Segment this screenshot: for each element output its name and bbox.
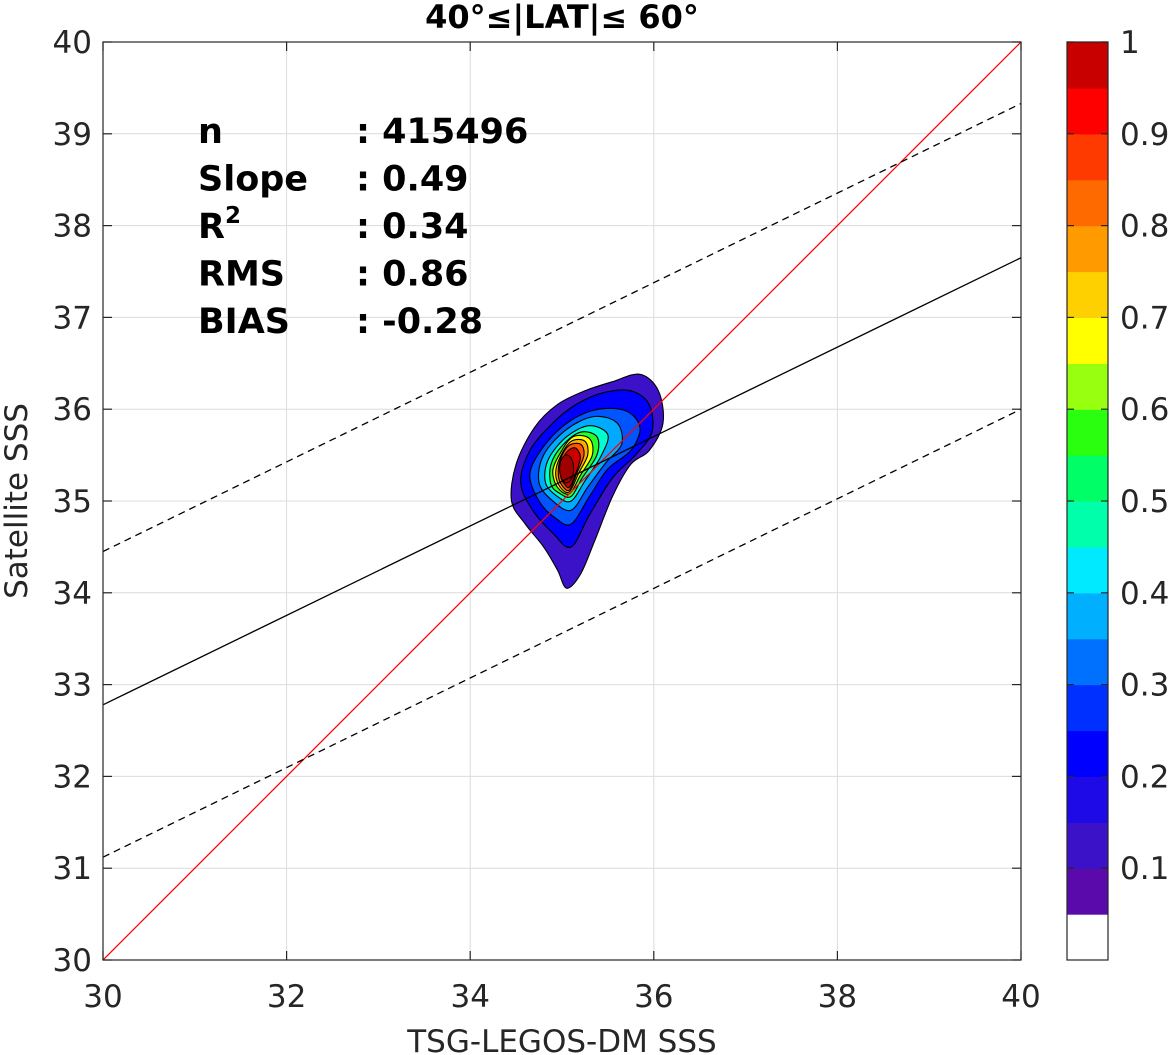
stat-value: : 0.34 [356, 207, 469, 247]
colorbar-segment [1067, 455, 1108, 502]
colorbar: 0.1 0.2 0.3 0.4 0.5 0.6 0.7 0.8 0.9 1 [1066, 25, 1169, 961]
x-tick-label: 32 [267, 979, 306, 1015]
stat-value: : 0.49 [356, 160, 469, 200]
grid [102, 41, 1022, 961]
colorbar-tick-label: 0.9 [1120, 117, 1169, 153]
y-axis-title: Satellite SSS [0, 403, 35, 599]
colorbar-segment [1067, 363, 1108, 410]
x-axis-title: TSG-LEGOS-DM SSS [406, 1024, 716, 1055]
y-tick-label: 39 [53, 117, 92, 153]
colorbar-tick-label: 0.7 [1120, 300, 1169, 336]
colorbar-segment [1067, 133, 1108, 181]
y-tick-label: 36 [53, 392, 92, 428]
stat-label-superscript: 2 [225, 203, 241, 229]
colorbar-segment [1067, 546, 1108, 594]
colorbar-segment [1067, 271, 1108, 318]
colorbar-segment [1067, 501, 1108, 548]
x-tick-label: 40 [1001, 979, 1040, 1015]
one-to-one-line [103, 42, 1021, 960]
stat-value: : 0.86 [356, 255, 469, 295]
colorbar-segment [1067, 317, 1108, 364]
colorbar-segment [1067, 409, 1108, 456]
colorbar-tick-label: 0.1 [1120, 851, 1169, 887]
lower-bound-line [103, 408, 1021, 858]
colorbar-segment [1067, 592, 1108, 640]
stat-label: n [198, 112, 223, 152]
colorbar-segment [1067, 684, 1108, 732]
y-tick-label: 33 [53, 668, 92, 704]
y-tick-label: 31 [53, 851, 92, 887]
y-tick-label: 34 [53, 576, 92, 612]
colorbar-segment [1067, 87, 1108, 135]
stat-value: : -0.28 [356, 302, 483, 342]
colorbar-tick-label: 0.6 [1120, 392, 1169, 428]
colorbar-segment [1067, 730, 1108, 777]
stat-label: RMS [198, 255, 285, 295]
colorbar-segment [1067, 42, 1108, 89]
y-tick-label: 32 [53, 759, 92, 795]
colorbar-segment [1067, 776, 1108, 823]
upper-bound-line [103, 102, 1021, 553]
chart-title: 40°≤|LAT|≤ 60° [425, 0, 699, 37]
y-tick-label: 35 [53, 484, 92, 520]
regression-line [103, 257, 1021, 706]
stat-label: Slope [198, 160, 308, 200]
colorbar-tick-label: 0.4 [1120, 576, 1169, 612]
x-tick-label: 30 [83, 979, 122, 1015]
colorbar-tick-label: 0.8 [1120, 209, 1169, 245]
colorbar-segment [1067, 822, 1108, 869]
y-tick-label: 37 [53, 300, 92, 336]
x-tick-label: 34 [450, 979, 489, 1015]
colorbar-segment [1067, 225, 1108, 273]
x-tick-label: 36 [634, 979, 673, 1015]
stat-label: BIAS [198, 302, 290, 342]
colorbar-tick-label: 0.3 [1120, 668, 1169, 704]
stat-value: : 415496 [356, 112, 528, 152]
colorbar-segment [1067, 914, 1108, 961]
colorbar-tick-label: 0.5 [1120, 484, 1169, 520]
density-contours [510, 373, 664, 589]
colorbar-tick-label: 1 [1120, 25, 1140, 61]
x-tick-label: 38 [818, 979, 857, 1015]
reference-lines [103, 42, 1021, 960]
y-tick-label: 38 [53, 209, 92, 245]
colorbar-segment [1067, 179, 1108, 227]
colorbar-tick-label: 0.2 [1120, 759, 1169, 795]
colorbar-segment [1067, 638, 1108, 686]
colorbar-segment [1067, 868, 1108, 915]
y-tick-label: 30 [53, 943, 92, 979]
density-peak [559, 454, 575, 484]
y-tick-label: 40 [53, 25, 92, 61]
axis-ticks: 30 32 34 36 38 40 30 31 32 33 34 35 36 37 38 39 40 [53, 25, 1041, 1015]
